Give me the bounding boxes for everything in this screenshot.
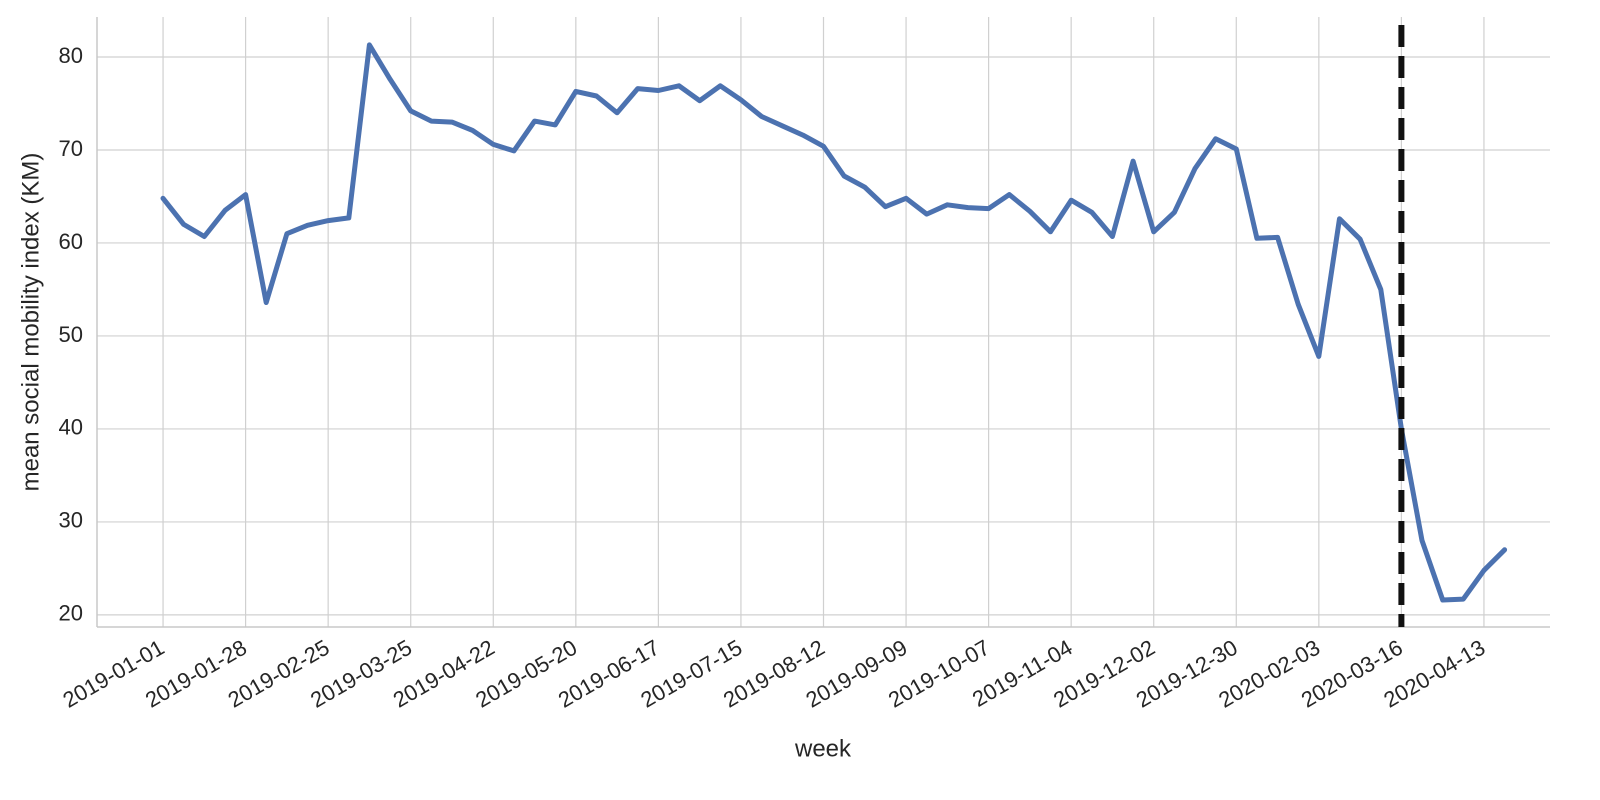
- y-tick-label: 30: [59, 508, 83, 533]
- y-tick-label: 40: [59, 415, 83, 440]
- x-axis-label: week: [794, 735, 852, 762]
- data-line: [160, 42, 1508, 603]
- y-tick-label: 20: [59, 601, 83, 626]
- y-tick-label: 80: [59, 43, 83, 68]
- y-tick-label: 50: [59, 322, 83, 347]
- y-axis-label: mean social mobility index (KM): [17, 153, 44, 492]
- y-tick-label: 70: [59, 136, 83, 161]
- y-tick-label: 60: [59, 229, 83, 254]
